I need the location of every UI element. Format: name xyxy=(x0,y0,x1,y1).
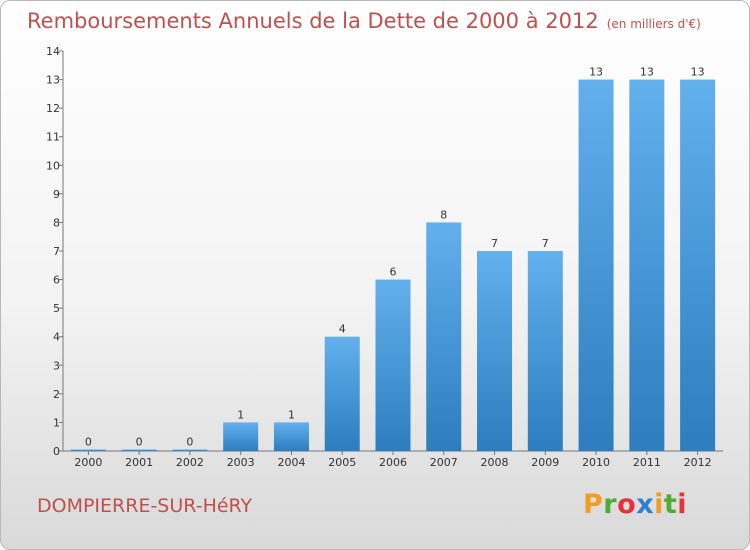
x-tick-label: 2010 xyxy=(582,456,610,469)
value-label: 7 xyxy=(542,237,549,250)
x-tick-label: 2007 xyxy=(430,456,458,469)
bar xyxy=(680,79,716,452)
y-tick-label: 7 xyxy=(53,245,60,258)
logo-letter: i xyxy=(677,489,688,520)
value-label: 1 xyxy=(237,408,244,421)
value-label: 0 xyxy=(85,436,92,449)
x-tick-label: 2008 xyxy=(481,456,509,469)
value-label: 13 xyxy=(640,66,654,79)
y-tick-label: 8 xyxy=(53,216,60,229)
logo-letter: o xyxy=(617,489,637,520)
x-tick-label: 2009 xyxy=(531,456,559,469)
bar xyxy=(223,422,259,451)
y-tick-label: 0 xyxy=(53,445,60,458)
x-tick-label: 2002 xyxy=(176,456,204,469)
value-label: 4 xyxy=(339,323,346,336)
bar xyxy=(477,251,513,451)
chart-title-block: Remboursements Annuels de la Dette de 20… xyxy=(27,9,701,33)
chart-title: Remboursements Annuels de la Dette de 20… xyxy=(27,9,599,33)
value-label: 1 xyxy=(288,408,295,421)
bar xyxy=(578,79,614,452)
value-label: 8 xyxy=(440,208,447,221)
y-tick-label: 5 xyxy=(53,302,60,315)
value-label: 13 xyxy=(589,66,603,79)
x-tick-label: 2011 xyxy=(633,456,661,469)
bar xyxy=(70,449,106,451)
y-tick-label: 14 xyxy=(46,45,60,58)
bar xyxy=(273,422,309,451)
proxiti-logo: Proxiti xyxy=(583,489,687,520)
y-tick-label: 2 xyxy=(53,388,60,401)
logo-letter: i xyxy=(654,489,664,520)
bar xyxy=(324,336,360,451)
x-tick-label: 2000 xyxy=(74,456,102,469)
value-label: 0 xyxy=(186,436,193,449)
bar xyxy=(629,79,665,452)
x-tick-label: 2003 xyxy=(227,456,255,469)
x-tick-label: 2012 xyxy=(684,456,712,469)
y-tick-label: 3 xyxy=(53,359,60,372)
x-tick-label: 2005 xyxy=(328,456,356,469)
bar xyxy=(375,279,411,451)
y-tick-label: 10 xyxy=(46,159,60,172)
y-tick-label: 9 xyxy=(53,188,60,201)
x-tick-label: 2004 xyxy=(277,456,305,469)
bar xyxy=(426,222,462,451)
y-tick-label: 11 xyxy=(46,131,60,144)
logo-letter: P xyxy=(583,489,604,520)
value-label: 13 xyxy=(691,66,705,79)
logo-letter: x xyxy=(636,489,655,520)
logo-letter: t xyxy=(663,489,678,520)
value-label: 7 xyxy=(491,237,498,250)
unit-note: (en milliers d'€) xyxy=(606,17,701,31)
x-tick-label: 2001 xyxy=(125,456,153,469)
bar xyxy=(527,251,563,451)
bar xyxy=(121,449,157,451)
y-tick-label: 4 xyxy=(53,331,60,344)
x-tick-label: 2006 xyxy=(379,456,407,469)
commune-name: DOMPIERRE-SUR-HéRY xyxy=(37,495,253,517)
bar xyxy=(172,449,208,451)
y-tick-label: 1 xyxy=(53,416,60,429)
y-tick-label: 13 xyxy=(46,74,60,87)
value-label: 0 xyxy=(136,436,143,449)
value-label: 6 xyxy=(390,266,397,279)
y-tick-label: 6 xyxy=(53,274,60,287)
y-tick-label: 12 xyxy=(46,102,60,115)
logo-letter: r xyxy=(603,489,618,520)
